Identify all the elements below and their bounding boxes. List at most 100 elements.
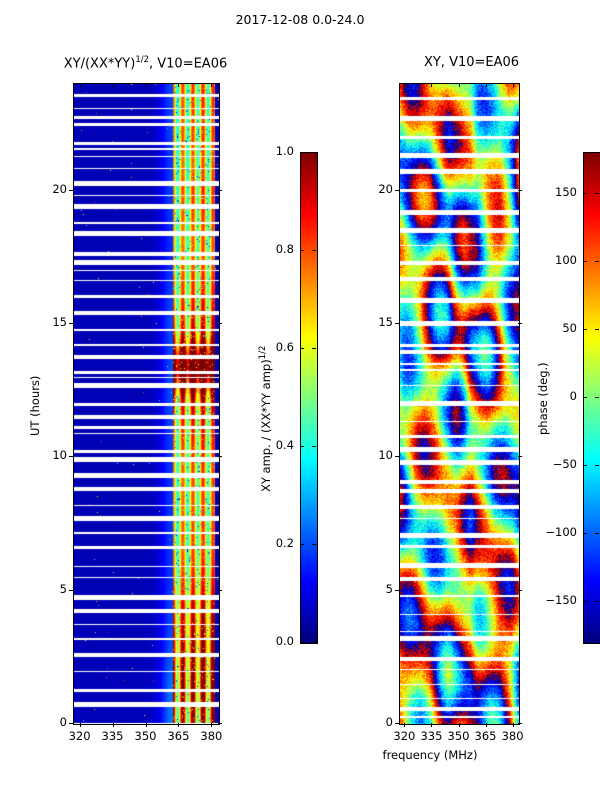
colorbar-tick-label-1: 0.2 [275,536,294,550]
x-tick-mark-320 [80,723,81,727]
y-tick-mark-15 [69,323,73,324]
x-tick-mark-top-365 [486,83,487,87]
right-colorbar[interactable] [583,152,600,644]
left-colorbar-canvas [301,153,317,643]
colorbar-tick-mark-4 [300,250,304,251]
x-tick-mark-320 [404,723,405,727]
x-tick-mark-top-350 [459,83,460,87]
y-tick-mark-20 [69,190,73,191]
colorbar-tick-mark-0 [583,601,587,602]
colorbar-tick-label-3: 0.6 [275,340,294,354]
right-waterfall-plot[interactable] [399,83,520,725]
x-tick-mark-top-320 [80,83,81,87]
x-tick-label-365: 365 [167,729,190,743]
x-tick-mark-365 [486,723,487,727]
left-colorbar-label-exponent: 1/2 [258,345,268,360]
left-colorbar[interactable] [300,152,318,644]
x-tick-mark-top-335 [113,83,114,87]
colorbar-tick-mark-0 [300,642,304,643]
y-tick-mark-5 [69,590,73,591]
y-tick-label-15: 15 [378,315,393,329]
left-waterfall-canvas [74,84,219,724]
right-panel-title-main: XY, V10=EA06 [423,55,520,70]
colorbar-tick-mark-5 [583,261,587,262]
left-colorbar-label-main: XY amp. / (XX*YY amp) [258,359,273,492]
right-waterfall-canvas [400,84,519,724]
x-tick-mark-top-380 [211,83,212,87]
colorbar-tick-mark-r-5 [312,152,316,153]
colorbar-tick-mark-r-2 [312,446,316,447]
x-tick-mark-380 [513,723,514,727]
colorbar-tick-mark-3 [583,397,587,398]
left-panel-title-suffix: , V10=EA06 [149,56,228,72]
y-tick-mark-right-5 [518,590,522,591]
figure-title: 2017-12-08 0.0-24.0 [235,12,365,27]
colorbar-tick-mark-4 [583,329,587,330]
y-tick-mark-right-5 [218,590,222,591]
left-panel-title: XY/(XX*YY)1/2, V10=EA06 [23,55,268,71]
colorbar-tick-mark-r-3 [595,397,599,398]
y-tick-mark-right-10 [518,456,522,457]
x-tick-label-320: 320 [393,729,416,743]
x-tick-mark-350 [459,723,460,727]
y-tick-mark-right-15 [518,323,522,324]
y-tick-mark-5 [395,590,399,591]
colorbar-tick-mark-1 [583,533,587,534]
y-tick-mark-0 [69,723,73,724]
y-tick-mark-right-20 [518,190,522,191]
left-panel-title-exponent: 1/2 [135,55,149,65]
colorbar-tick-mark-r-0 [595,601,599,602]
y-tick-label-10: 10 [52,448,67,463]
right-colorbar-canvas [584,153,600,643]
colorbar-tick-label-1: −100 [545,525,577,540]
left-waterfall-plot[interactable] [73,83,220,725]
x-tick-mark-335 [113,723,114,727]
y-tick-label-0: 0 [385,715,393,729]
y-tick-label-15: 15 [52,315,67,329]
y-tick-mark-15 [395,323,399,324]
x-tick-mark-top-320 [404,83,405,87]
x-tick-label-335: 335 [101,729,124,743]
x-tick-mark-350 [146,723,147,727]
y-tick-mark-right-15 [218,323,222,324]
y-tick-label-5: 5 [385,581,393,596]
colorbar-tick-mark-r-4 [312,250,316,251]
y-tick-label-20: 20 [378,181,393,196]
colorbar-tick-mark-r-1 [595,533,599,534]
left-y-axis-label: UT (hours) [28,375,42,436]
y-tick-label-10: 10 [378,448,393,463]
y-tick-mark-20 [395,190,399,191]
colorbar-tick-label-3: 0 [569,389,577,403]
colorbar-tick-label-2: −50 [552,457,577,472]
y-tick-mark-right-0 [218,723,222,724]
x-tick-label-350: 350 [447,729,470,743]
x-tick-mark-top-365 [178,83,179,87]
colorbar-tick-label-0: −150 [545,593,577,608]
colorbar-tick-label-0: 0.0 [275,634,294,648]
y-tick-label-5: 5 [59,581,67,596]
colorbar-tick-mark-6 [583,193,587,194]
colorbar-tick-mark-2 [583,465,587,466]
y-tick-label-0: 0 [59,715,67,729]
x-tick-label-380: 380 [501,729,524,743]
x-tick-label-350: 350 [134,729,157,743]
x-tick-label-335: 335 [420,729,443,743]
colorbar-tick-mark-r-3 [312,348,316,349]
colorbar-tick-mark-r-4 [595,329,599,330]
colorbar-tick-mark-2 [300,446,304,447]
colorbar-tick-mark-r-2 [595,465,599,466]
left-panel-title-main: XY/(XX*YY) [63,56,136,72]
colorbar-tick-label-2: 0.4 [275,438,294,452]
right-colorbar-label: phase (deg.) [536,362,550,435]
x-tick-mark-365 [178,723,179,727]
left-colorbar-label: XY amp. / (XX*YY amp)1/2 [258,346,273,492]
x-axis-label: frequency (MHz) [382,748,478,762]
x-tick-mark-top-335 [431,83,432,87]
x-tick-label-320: 320 [68,729,91,743]
colorbar-tick-mark-1 [300,544,304,545]
y-tick-mark-10 [395,456,399,457]
colorbar-tick-label-6: 150 [555,184,577,199]
colorbar-tick-mark-3 [300,348,304,349]
colorbar-tick-mark-r-0 [312,642,316,643]
x-tick-mark-top-380 [513,83,514,87]
